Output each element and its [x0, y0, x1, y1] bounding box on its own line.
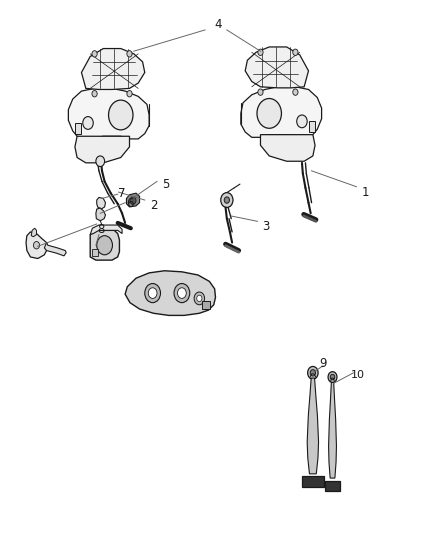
Text: 4: 4 — [214, 18, 222, 31]
Polygon shape — [31, 228, 36, 237]
Polygon shape — [261, 135, 315, 161]
Text: 9: 9 — [319, 357, 327, 370]
Text: 8: 8 — [97, 223, 105, 236]
Circle shape — [224, 197, 230, 203]
Polygon shape — [328, 382, 336, 478]
Polygon shape — [245, 47, 308, 88]
Circle shape — [97, 236, 113, 255]
Circle shape — [293, 49, 298, 55]
Polygon shape — [202, 301, 210, 309]
Circle shape — [92, 91, 97, 97]
Text: 7: 7 — [118, 187, 126, 200]
Circle shape — [109, 100, 133, 130]
Text: 5: 5 — [162, 177, 170, 191]
Polygon shape — [307, 378, 318, 474]
Circle shape — [310, 369, 315, 376]
Circle shape — [257, 99, 282, 128]
Polygon shape — [301, 477, 324, 487]
Circle shape — [197, 295, 202, 302]
Polygon shape — [75, 136, 130, 163]
Circle shape — [177, 288, 186, 298]
Polygon shape — [81, 49, 145, 90]
Polygon shape — [97, 197, 106, 209]
Circle shape — [328, 372, 337, 383]
Polygon shape — [325, 481, 340, 491]
Polygon shape — [308, 122, 315, 132]
Circle shape — [174, 284, 190, 303]
Text: 1: 1 — [361, 185, 369, 199]
Polygon shape — [44, 243, 66, 256]
Polygon shape — [68, 88, 149, 139]
Circle shape — [330, 374, 335, 380]
Circle shape — [307, 367, 318, 379]
Circle shape — [130, 197, 136, 204]
Polygon shape — [241, 87, 321, 138]
Text: 6: 6 — [126, 197, 133, 211]
Polygon shape — [90, 230, 120, 260]
Circle shape — [127, 91, 132, 97]
Polygon shape — [125, 271, 215, 316]
Polygon shape — [90, 225, 122, 235]
Circle shape — [148, 288, 157, 298]
Polygon shape — [96, 208, 106, 221]
Circle shape — [33, 241, 39, 249]
Circle shape — [92, 51, 97, 57]
Circle shape — [258, 89, 263, 95]
Circle shape — [127, 51, 132, 57]
Circle shape — [297, 115, 307, 128]
Circle shape — [293, 89, 298, 95]
Polygon shape — [26, 232, 48, 259]
Circle shape — [96, 156, 105, 166]
Text: 3: 3 — [262, 220, 270, 233]
Polygon shape — [92, 249, 98, 256]
Text: 2: 2 — [150, 199, 157, 212]
Circle shape — [221, 192, 233, 207]
Circle shape — [194, 292, 205, 305]
Circle shape — [145, 284, 160, 303]
Polygon shape — [75, 123, 81, 134]
Text: 10: 10 — [351, 370, 365, 381]
Circle shape — [258, 49, 263, 55]
Polygon shape — [127, 193, 140, 207]
Circle shape — [83, 117, 93, 130]
